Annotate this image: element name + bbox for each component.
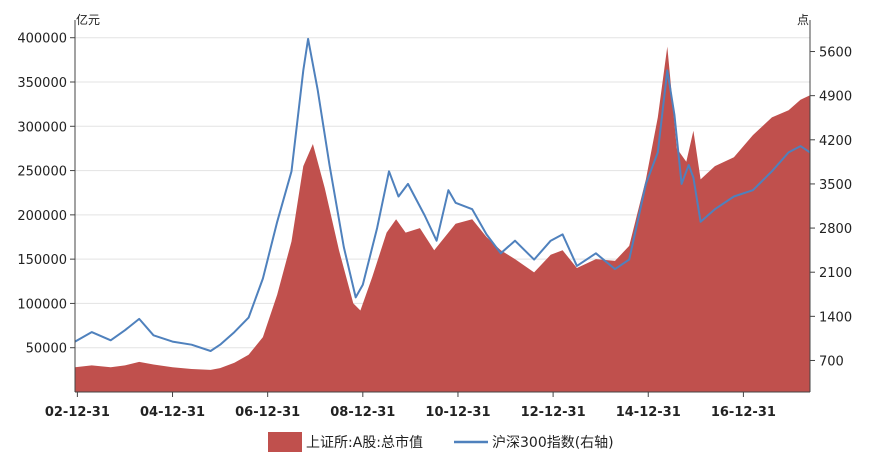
- hs300-line: [74, 37, 811, 352]
- x-tick-label: 08-12-31: [330, 405, 395, 420]
- right-tick-label: 4900: [819, 90, 852, 105]
- x-tick-label: 14-12-31: [616, 405, 681, 420]
- legend-label-market-cap: 上证所:A股:总市值: [306, 434, 423, 451]
- left-tick-label: 50000: [26, 342, 67, 357]
- legend-label-hs300: 沪深300指数(右轴): [492, 435, 614, 451]
- left-tick-label: 250000: [17, 165, 67, 180]
- left-tick-label: 350000: [17, 76, 67, 91]
- right-tick-label: 1400: [819, 310, 852, 325]
- left-tick-label: 150000: [17, 253, 67, 268]
- right-tick-label: 5600: [819, 46, 852, 61]
- left-tick-label: 100000: [17, 297, 67, 312]
- x-tick-label: 02-12-31: [45, 405, 110, 420]
- legend: 上证所:A股:总市值 沪深300指数(右轴): [268, 432, 614, 452]
- right-tick-label: 3500: [819, 178, 852, 193]
- line-layer: [74, 37, 811, 352]
- left-unit-label: 亿元: [76, 12, 100, 27]
- area-layer: [75, 46, 810, 392]
- right-unit-label: 点: [797, 13, 809, 27]
- x-tick-label: 10-12-31: [425, 405, 490, 420]
- x-ticks: 02-12-31 04-12-31 06-12-31 08-12-31 10-12-31…: [45, 392, 776, 420]
- legend-swatch-market-cap: [268, 432, 302, 452]
- market-cap-area: [75, 46, 810, 392]
- x-tick-label: 16-12-31: [711, 405, 776, 420]
- left-tick-label: 200000: [17, 209, 67, 224]
- left-ticks: 50000 100000 150000 200000 250000 300000 35000…: [17, 32, 75, 357]
- right-ticks: 700 1400 2100 2800 3500 4200 4900 5600: [810, 46, 852, 369]
- right-tick-label: 2100: [819, 266, 852, 281]
- right-tick-label: 4200: [819, 134, 852, 149]
- x-tick-label: 12-12-31: [521, 405, 586, 420]
- left-tick-label: 400000: [17, 32, 67, 47]
- right-tick-label: 2800: [819, 222, 852, 237]
- left-tick-label: 300000: [17, 120, 67, 135]
- x-tick-label: 06-12-31: [235, 405, 300, 420]
- right-tick-label: 700: [819, 354, 844, 369]
- x-tick-label: 04-12-31: [140, 405, 205, 420]
